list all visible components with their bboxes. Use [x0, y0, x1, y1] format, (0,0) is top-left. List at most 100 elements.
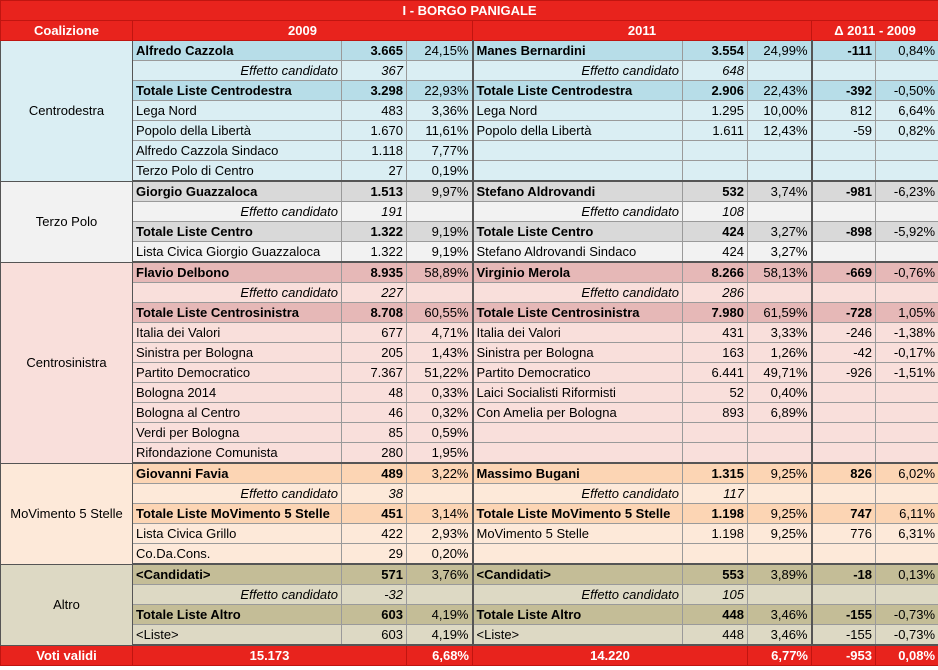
cell-votes-2011: 286	[682, 282, 748, 303]
cell-name-2009: Rifondazione Comunista	[132, 442, 342, 464]
cell-pct-2011: 9,25%	[747, 503, 812, 524]
cell-votes-2011: 532	[682, 180, 748, 202]
cell-votes-2009: 603	[341, 604, 407, 625]
cell-votes-2011: 7.980	[682, 302, 748, 323]
table-row: Effetto candidato 367 Effetto candidato 648	[1, 60, 938, 81]
cell-name-2009: Giorgio Guazzaloca	[132, 180, 342, 202]
cell-name-2009: Effetto candidato	[132, 282, 342, 303]
cell-delta-votes: -669	[810, 261, 876, 283]
cell-name-2009: Italia dei Valori	[132, 322, 342, 343]
cell-pct-2009: 3,22%	[406, 462, 473, 484]
cell-name-2009: Bologna al Centro	[132, 402, 342, 423]
cell-pct-2011	[747, 483, 812, 504]
footer-row: Voti validi 15.173 6,68% 14.220 6,77% -953 0,0…	[0, 644, 938, 666]
cell-pct-2009: 7,77%	[406, 140, 473, 161]
cell-votes-2011: 1.198	[682, 503, 748, 524]
cell-name-2011	[471, 140, 683, 161]
cell-name-2011	[471, 422, 683, 443]
cell-votes-2009: 7.367	[341, 362, 407, 383]
cell-name-2009: Totale Liste Altro	[132, 604, 342, 625]
cell-name-2011: Totale Liste Altro	[471, 604, 683, 625]
cell-name-2009: Lista Civica Grillo	[132, 523, 342, 544]
table-row: Terzo Polo Giorgio Guazzaloca 1.513 9,97% St…	[0, 180, 938, 263]
cell-name-2011: Stefano Aldrovandi	[471, 180, 683, 202]
cell-votes-2009: 677	[341, 322, 407, 343]
cell-name-2009: <Liste>	[132, 624, 342, 646]
cell-pct-2011: 24,99%	[747, 40, 812, 61]
cell-delta-votes: -981	[810, 180, 876, 202]
footer-votes-2009: 15.173	[132, 644, 407, 666]
cell-votes-2011: 52	[682, 382, 748, 403]
cell-pct-2011	[747, 60, 812, 81]
cell-pct-2009: 0,33%	[406, 382, 473, 403]
cell-votes-2011: 893	[682, 402, 748, 423]
cell-votes-2011: 163	[682, 342, 748, 363]
cell-pct-2009: 0,20%	[406, 543, 473, 565]
table-row: <Liste> 603 4,19% <Liste> 448 3,46% -155 -0,73%	[1, 624, 938, 646]
cell-votes-2009: 1.322	[341, 241, 407, 263]
header-2009: 2009	[132, 20, 473, 41]
cell-delta-votes	[810, 483, 876, 504]
cell-votes-2009: 603	[341, 624, 407, 646]
cell-pct-2011: 3,27%	[747, 221, 812, 242]
cell-votes-2009: 483	[341, 100, 407, 121]
cell-votes-2011: 448	[682, 624, 748, 646]
cell-votes-2009: 1.670	[341, 120, 407, 141]
cell-delta-votes	[810, 160, 876, 182]
cell-pct-2011: 6,89%	[747, 402, 812, 423]
cell-pct-2011: 22,43%	[747, 80, 812, 101]
cell-delta-votes	[810, 60, 876, 81]
cell-name-2009: Effetto candidato	[132, 60, 342, 81]
cell-votes-2009: 205	[341, 342, 407, 363]
table-row: Alfredo Cazzola Sindaco 1.118 7,77%	[1, 140, 938, 161]
header-delta: Δ 2011 - 2009	[810, 20, 938, 41]
cell-delta-votes	[810, 402, 876, 423]
table-row: Italia dei Valori 677 4,71% Italia dei Valo…	[1, 322, 938, 343]
cell-votes-2009: 1.513	[341, 180, 407, 202]
table-row: Centrodestra Alfredo Cazzola 3.665 24,15% Ma…	[0, 40, 938, 182]
cell-votes-2009: 27	[341, 160, 407, 182]
cell-pct-2011	[747, 442, 812, 464]
table-row: Partito Democratico 7.367 51,22% Partito De…	[1, 362, 938, 383]
cell-name-2009: Alfredo Cazzola	[132, 40, 342, 61]
cell-pct-2009: 1,95%	[406, 442, 473, 464]
cell-delta-votes	[810, 382, 876, 403]
cell-pct-2011: 3,46%	[747, 624, 812, 646]
cell-votes-2011	[682, 422, 748, 443]
cell-votes-2009: 489	[341, 462, 407, 484]
cell-name-2009: Effetto candidato	[132, 201, 342, 222]
cell-name-2009: Totale Liste Centrodestra	[132, 80, 342, 101]
cell-name-2011	[471, 442, 683, 464]
cell-delta-pct	[874, 140, 938, 161]
cell-name-2011: Sinistra per Bologna	[471, 342, 683, 363]
cell-votes-2009: 46	[341, 402, 407, 423]
table-row: Bologna al Centro 46 0,32% Con Amelia per B…	[1, 402, 938, 423]
cell-delta-votes: -18	[810, 563, 876, 585]
cell-votes-2009: 422	[341, 523, 407, 544]
cell-delta-votes: 812	[810, 100, 876, 121]
cell-delta-pct	[874, 160, 938, 182]
table-row: Verdi per Bologna 85 0,59%	[1, 422, 938, 443]
table-row: Sinistra per Bologna 205 1,43% Sinistra per…	[1, 342, 938, 363]
cell-votes-2009: 48	[341, 382, 407, 403]
cell-name-2011: Italia dei Valori	[471, 322, 683, 343]
cell-name-2011: Effetto candidato	[471, 282, 683, 303]
cell-name-2011: Laici Socialisti Riformisti	[471, 382, 683, 403]
cell-delta-pct: 6,02%	[874, 462, 938, 484]
table-row: Lista Civica Giorgio Guazzaloca 1.322 9,19…	[1, 241, 938, 263]
footer-pct-2011: 6,77%	[747, 644, 812, 666]
cell-votes-2011: 108	[682, 201, 748, 222]
cell-delta-votes: -155	[810, 624, 876, 646]
table-row: Totale Liste Centro 1.322 9,19% Totale List…	[1, 221, 938, 242]
cell-pct-2009: 9,19%	[406, 221, 473, 242]
cell-delta-votes: 776	[810, 523, 876, 544]
cell-votes-2011	[682, 140, 748, 161]
cell-delta-pct: -0,76%	[874, 261, 938, 283]
cell-votes-2011: 6.441	[682, 362, 748, 383]
cell-delta-pct: 0,13%	[874, 563, 938, 585]
cell-name-2009: Sinistra per Bologna	[132, 342, 342, 363]
cell-pct-2011: 3,46%	[747, 604, 812, 625]
cell-votes-2011: 1.198	[682, 523, 748, 544]
footer-label: Voti validi	[0, 644, 133, 666]
cell-pct-2009: 11,61%	[406, 120, 473, 141]
